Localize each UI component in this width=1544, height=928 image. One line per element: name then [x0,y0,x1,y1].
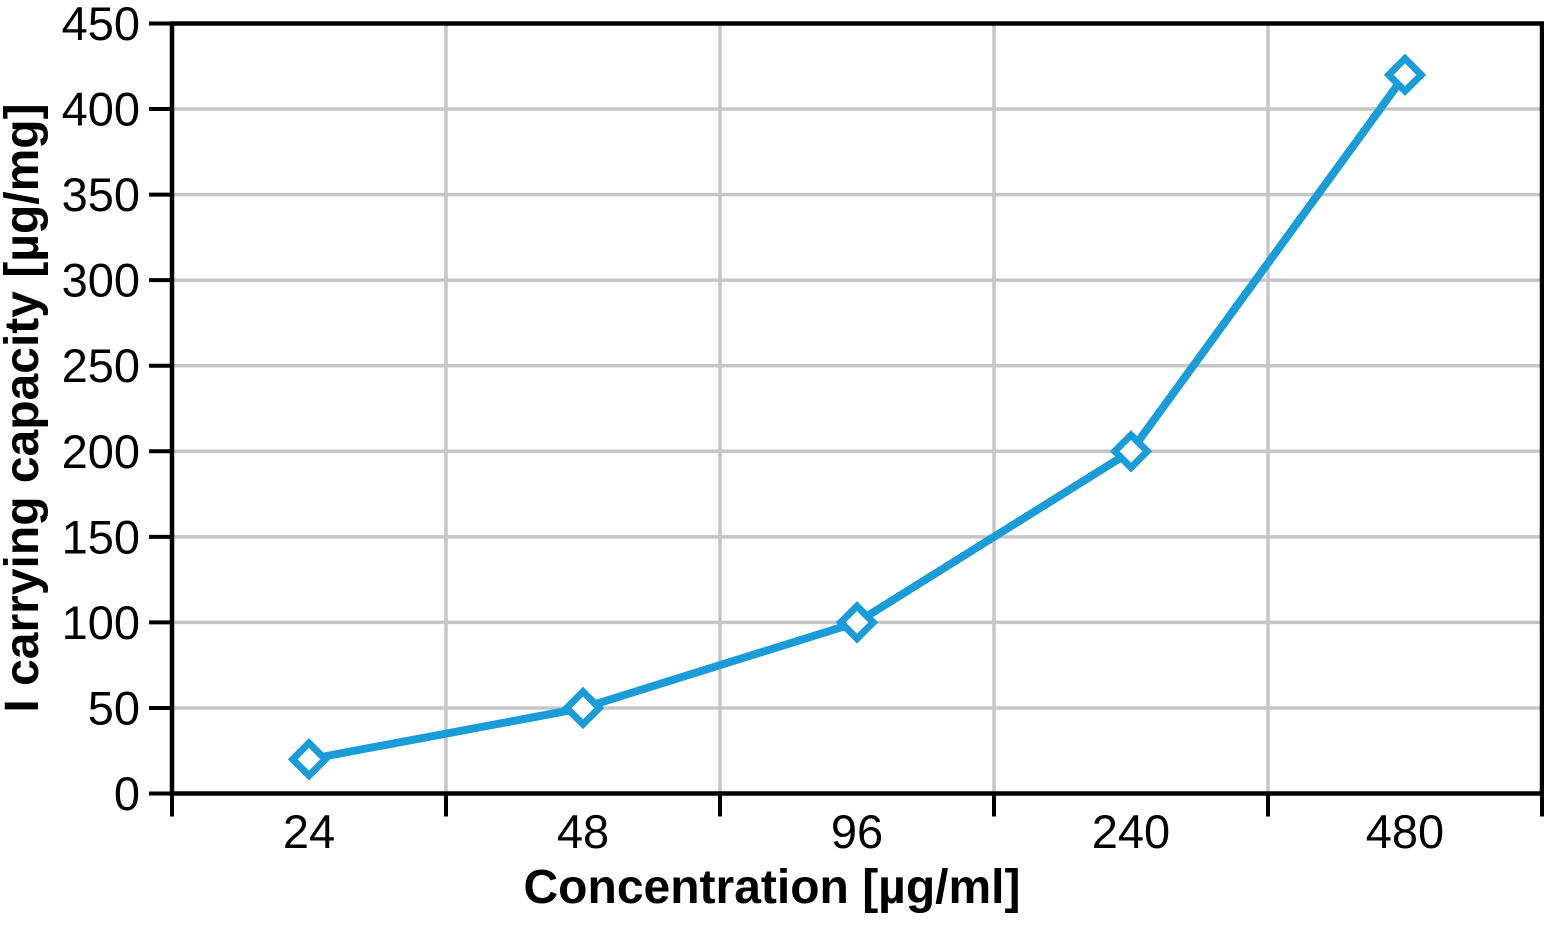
x-tick-label: 96 [831,805,883,858]
y-tick-label: 50 [88,681,140,734]
y-tick-label: 250 [62,339,140,392]
data-point-marker [1383,53,1427,97]
axis-ticks [149,21,1544,817]
data-point-marker [835,601,879,644]
y-tick-label: 0 [114,767,140,820]
y-axis-title: I carrying capacity [µg/mg] [0,103,49,712]
y-tick-label: 300 [62,254,140,307]
data-series [287,53,1427,781]
y-tick-label: 400 [62,83,140,136]
y-tick-label: 100 [62,596,140,649]
data-point-marker [1109,430,1153,473]
x-tick-label: 240 [1092,805,1170,858]
y-tick-label: 150 [62,510,140,563]
y-tick-labels: 0 50 100 150 200 250 300 350 400 450 [62,0,140,820]
x-tick-labels: 24 48 96 240 480 [283,805,1444,858]
y-tick-label: 350 [62,168,140,221]
x-tick-label: 48 [557,805,609,858]
y-tick-label: 200 [62,425,140,478]
data-point-marker [561,686,605,730]
x-axis-title: Concentration [µg/ml] [524,861,1021,914]
x-tick-label: 480 [1366,805,1444,858]
plot-border [169,21,1544,796]
x-tick-label: 24 [283,805,335,858]
data-point-marker [287,738,331,781]
y-tick-label: 450 [62,0,140,50]
gridlines [172,23,1542,794]
